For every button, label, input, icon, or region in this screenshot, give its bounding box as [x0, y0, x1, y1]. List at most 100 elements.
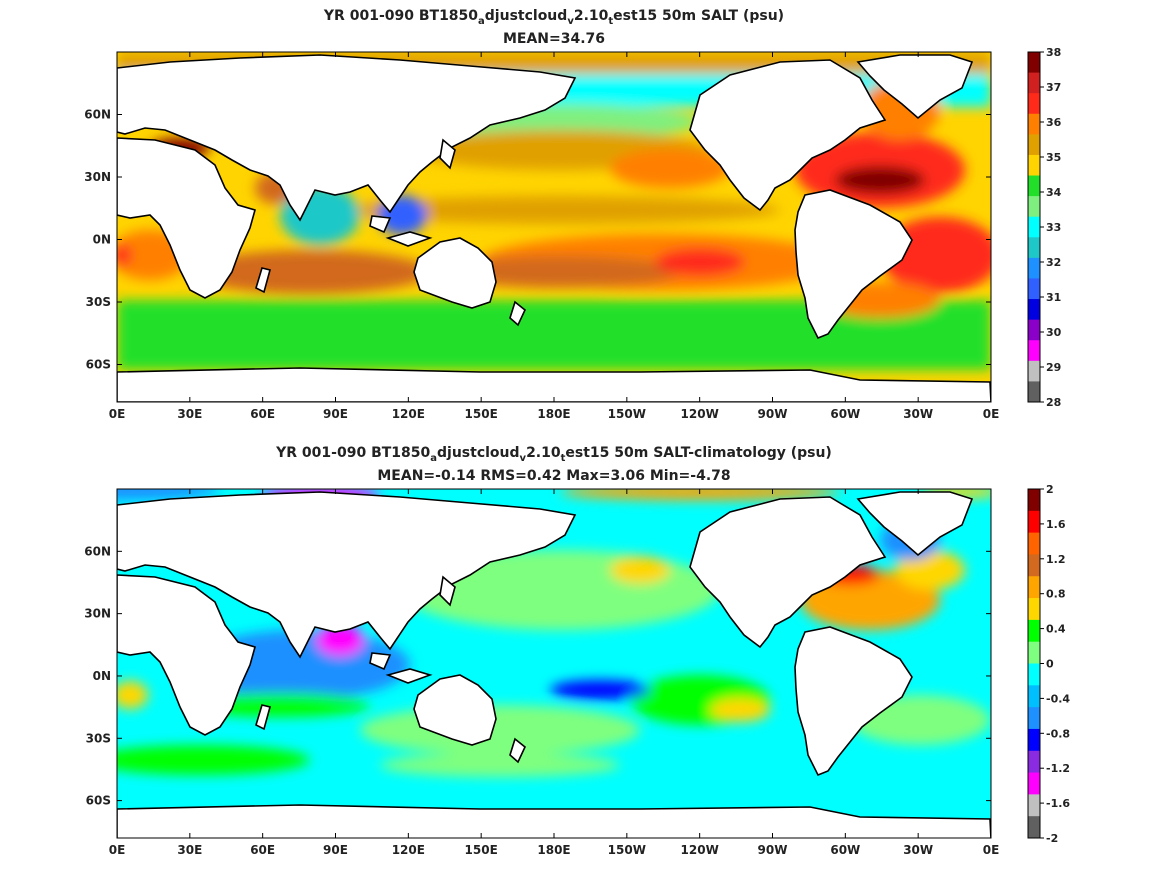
- colorbar-swatch: [1028, 598, 1040, 621]
- lat-tick-label: 0N: [93, 669, 111, 683]
- lon-tick-label: 150E: [465, 407, 498, 421]
- colorbar-label: 1.6: [1046, 518, 1066, 531]
- colorbar-swatch: [1028, 175, 1040, 197]
- colorbar-swatch: [1028, 340, 1040, 362]
- title-subscript: t: [561, 453, 566, 464]
- title-subscript: v: [520, 453, 527, 464]
- lon-tick-label: 0E: [983, 843, 1000, 857]
- colorbar-swatch: [1028, 510, 1040, 534]
- colorbar-label: -0.8: [1046, 727, 1070, 740]
- lat-tick-label: 60N: [84, 108, 111, 122]
- title-segment: est15 50m SALT-climatology (psu): [565, 445, 831, 461]
- colorbar-label: -0.4: [1046, 692, 1070, 705]
- colorbar-label: -2: [1046, 832, 1058, 845]
- lon-tick-label: 120E: [392, 843, 425, 857]
- title-subscript: a: [478, 16, 485, 27]
- colorbar-swatch: [1028, 489, 1040, 512]
- colorbar-swatch: [1028, 619, 1040, 643]
- bottom-anomaly-field: [117, 489, 991, 838]
- lon-tick-label: 150E: [465, 843, 498, 857]
- colorbar-label: 34: [1046, 186, 1062, 199]
- colorbar-swatch: [1028, 576, 1040, 599]
- colorbar-label: -1.2: [1046, 762, 1070, 775]
- title-segment: YR 001-090 BT1850: [323, 8, 478, 24]
- lat-tick-label: 60N: [84, 544, 111, 558]
- bottom-stats: MEAN=-0.14 RMS=0.42 Max=3.06 Min=-4.78: [377, 468, 730, 484]
- lon-tick-label: 60W: [830, 407, 860, 421]
- colorbar-swatch: [1028, 794, 1040, 817]
- lon-tick-label: 60E: [250, 407, 275, 421]
- lon-tick-label: 90W: [758, 407, 788, 421]
- lon-tick-label: 60W: [830, 843, 860, 857]
- bottom-title: YR 001-090 BT1850adjustcloudv2.10test15 …: [275, 445, 832, 464]
- lon-tick-label: 90E: [323, 407, 348, 421]
- colorbar-swatch: [1028, 196, 1040, 218]
- top-salinity-field: [117, 52, 991, 402]
- colorbar-swatch: [1028, 816, 1040, 839]
- colorbar-swatch: [1028, 278, 1040, 300]
- top-title: YR 001-090 BT1850adjustcloudv2.10test15 …: [323, 8, 784, 27]
- title-segment: djustcloud: [485, 8, 568, 24]
- lat-tick-label: 60S: [86, 358, 111, 372]
- top-axes: 0E 30E 60E 90E 120E 150E 180E 150W 120W 90W 60W 30W…: [84, 52, 999, 421]
- lon-tick-label: 150W: [608, 407, 646, 421]
- title-segment: est15 50m SALT (psu): [613, 8, 784, 24]
- lon-tick-label: 0E: [109, 843, 126, 857]
- colorbar-swatch: [1028, 641, 1040, 664]
- colorbar-label: 36: [1046, 116, 1062, 129]
- lat-tick-label: 0N: [93, 233, 111, 247]
- title-subscript: t: [608, 16, 613, 27]
- colorbar-swatch: [1028, 381, 1040, 403]
- colorbar-swatch: [1028, 728, 1040, 752]
- colorbar-label: 35: [1046, 151, 1061, 164]
- colorbar-swatch: [1028, 750, 1040, 774]
- colorbar-swatch: [1028, 93, 1040, 115]
- colorbar-swatch: [1028, 257, 1040, 279]
- lat-tick-label: 30N: [84, 170, 111, 184]
- title-segment: djustcloud: [437, 445, 520, 461]
- top-colorbar: 38 37 36 35 34 33 32 31 30 29 28: [1027, 46, 1062, 409]
- colorbar-swatch: [1028, 72, 1040, 94]
- colorbar-label: 0.8: [1046, 588, 1066, 601]
- lon-tick-label: 30E: [177, 407, 202, 421]
- colorbar-label: -1.6: [1046, 797, 1070, 810]
- lon-tick-label: 120E: [392, 407, 425, 421]
- top-stats: MEAN=34.76: [503, 31, 605, 47]
- lon-tick-label: 180E: [537, 843, 570, 857]
- lat-tick-label: 30S: [86, 295, 111, 309]
- colorbar-swatch: [1028, 532, 1040, 555]
- title-subscript: v: [567, 16, 574, 27]
- colorbar-label: 28: [1046, 396, 1061, 409]
- lat-tick-label: 30S: [86, 731, 111, 745]
- colorbar-swatch: [1028, 319, 1040, 341]
- colorbar-swatch: [1028, 237, 1040, 259]
- lat-tick-label: 30N: [84, 607, 111, 621]
- colorbar-label: 33: [1046, 221, 1061, 234]
- colorbar-swatch: [1028, 685, 1040, 708]
- colorbar-swatch: [1028, 299, 1040, 321]
- colorbar-label: 32: [1046, 256, 1061, 269]
- title-subscript: a: [430, 453, 437, 464]
- colorbar-label: 38: [1046, 46, 1061, 59]
- colorbar-label: 29: [1046, 361, 1061, 374]
- colorbar-label: 31: [1046, 291, 1061, 304]
- top-panel: YR 001-090 BT1850adjustcloudv2.10test15 …: [84, 8, 1061, 421]
- colorbar-swatch: [1028, 360, 1040, 382]
- lon-tick-label: 30W: [903, 407, 933, 421]
- colorbar-swatch: [1028, 663, 1040, 686]
- colorbar-label: 30: [1046, 326, 1062, 339]
- bottom-colorbar: 2 1.6 1.2 0.8 0.4 0 -0.4 -0.8 -1.2 -1.6 -2: [1027, 483, 1070, 845]
- bottom-panel: YR 001-090 BT1850adjustcloudv2.10test15 …: [84, 445, 1070, 857]
- colorbar-label: 0.4: [1046, 623, 1066, 636]
- lon-tick-label: 120W: [681, 843, 719, 857]
- lon-tick-label: 30W: [903, 843, 933, 857]
- lon-tick-label: 150W: [608, 843, 646, 857]
- title-segment: 2.10: [526, 445, 561, 461]
- lon-tick-label: 0E: [109, 407, 126, 421]
- colorbar-label: 2: [1046, 483, 1054, 496]
- colorbar-swatch: [1028, 52, 1040, 74]
- lon-tick-label: 30E: [177, 843, 202, 857]
- colorbar-swatch: [1028, 554, 1040, 577]
- colorbar-swatch: [1028, 216, 1040, 238]
